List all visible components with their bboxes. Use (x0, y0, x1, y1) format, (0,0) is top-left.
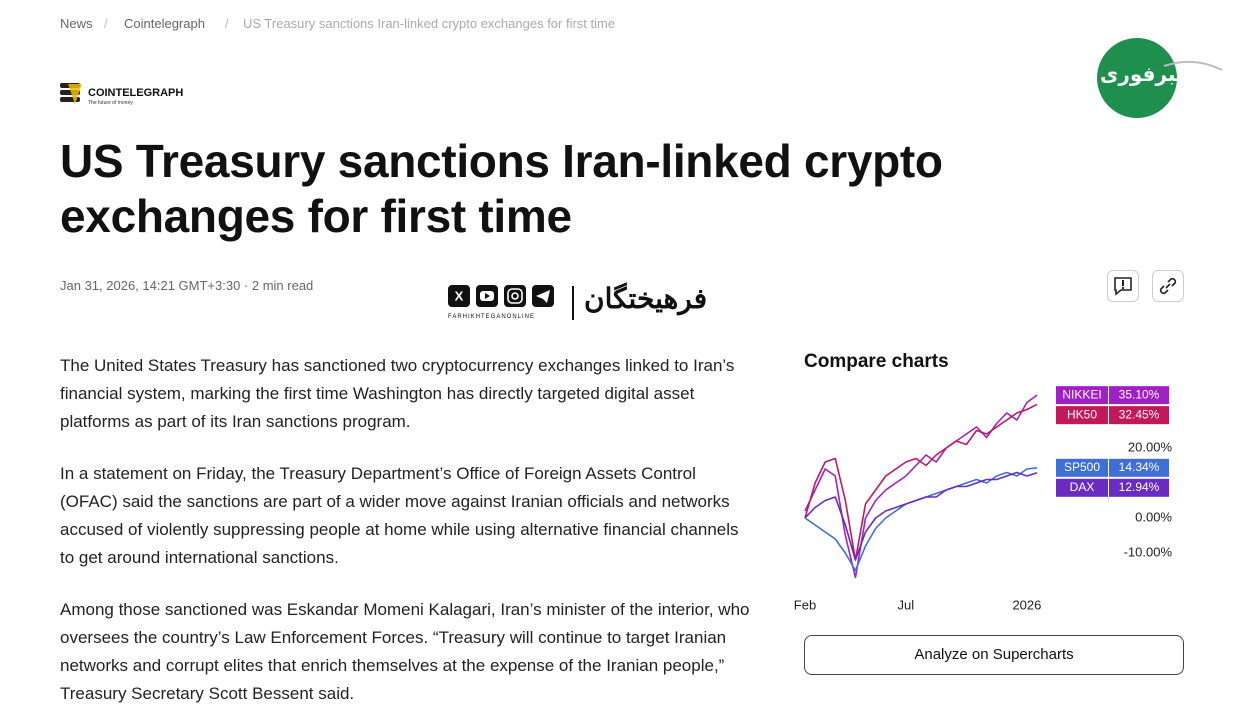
tag-name: HK50 (1067, 407, 1097, 421)
y-tick-label: -10.00% (1124, 544, 1173, 559)
series-line (804, 403, 1038, 561)
paragraph: In a statement on Friday, the Treasury D… (60, 464, 739, 567)
tag-value-box (1109, 478, 1169, 497)
watermark-handle: FARHIKHTEGANONLINE (448, 314, 536, 320)
article-meta: Jan 31, 2026, 14:21 GMT+3:30 · 2 min rea… (60, 278, 314, 293)
y-tick-label: 20.00% (1128, 439, 1173, 454)
link-icon (1159, 277, 1177, 295)
tag-value-box (1109, 386, 1169, 405)
tag-value: 32.45% (1119, 407, 1160, 421)
corner-logo-text: خبرفوری (1100, 62, 1191, 86)
svg-text:X: X (455, 288, 464, 303)
x-tick-label: Jul (898, 597, 915, 612)
breadcrumb-current: US Treasury sanctions Iran-linked crypto… (243, 16, 616, 31)
breadcrumb-link[interactable]: News (60, 16, 93, 31)
publisher-name: COINTELEGRAPH (88, 87, 184, 99)
x-tick-label: Feb (794, 597, 816, 612)
watermark: X (448, 285, 574, 320)
compare-chart: 20.00% 0.00% -10.00% Feb Jul 2026 NIKKEI 35.10%… (794, 386, 1173, 612)
publisher-icon (60, 83, 82, 104)
series-line (804, 394, 1038, 579)
series-line (804, 467, 1038, 572)
tag-name-box (1056, 406, 1108, 425)
x-tick-label: 2026 (1012, 597, 1041, 612)
y-tick-label: 0.00% (1135, 509, 1172, 524)
paragraph: The United States Treasury has sanctione… (60, 356, 735, 431)
tag-value-box (1109, 406, 1169, 425)
report-icon (1114, 277, 1132, 296)
publisher-tagline: The future of money (88, 100, 133, 106)
tag-value: 12.94% (1119, 480, 1160, 494)
watermark-name: فرهیختگان (584, 282, 708, 315)
tag-name-box (1056, 386, 1108, 405)
tag-value: 35.10% (1119, 387, 1160, 401)
corner-logo (1097, 38, 1223, 118)
tag-name-box (1056, 458, 1108, 477)
report-button[interactable] (1107, 270, 1139, 302)
tag-name: SP500 (1064, 460, 1100, 474)
tag-name-box (1056, 478, 1108, 497)
separator: / (104, 16, 108, 31)
analyze-button[interactable]: Analyze on Supercharts (804, 635, 1184, 675)
tag-name: DAX (1070, 480, 1095, 494)
sidebar-heading: Compare charts (804, 351, 949, 372)
tag-value: 14.34% (1119, 460, 1160, 474)
series-line (804, 471, 1038, 561)
tag-name: NIKKEI (1062, 387, 1101, 401)
separator: / (225, 16, 229, 31)
copy-link-button[interactable] (1152, 270, 1184, 302)
tag-value-box (1109, 458, 1169, 477)
breadcrumb-link[interactable]: Cointelegraph (124, 16, 205, 31)
article-title: US Treasury sanctions Iran-linked crypto… (60, 135, 943, 242)
paragraph: Among those sanctioned was Eskandar Mome… (60, 600, 750, 703)
